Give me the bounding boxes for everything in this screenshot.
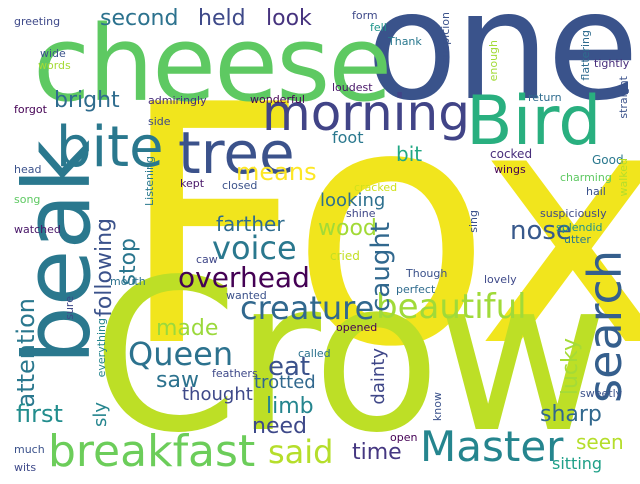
- word-crow: Crow: [92, 234, 609, 479]
- word-thought: thought: [182, 384, 253, 405]
- word-feathers: feathers: [212, 367, 258, 380]
- word-wings: wings: [494, 163, 526, 176]
- word-bright: bright: [54, 88, 120, 113]
- word-fox: Fox: [118, 35, 640, 419]
- word-shine: shine: [346, 207, 376, 220]
- word-enough: enough: [487, 40, 500, 82]
- word-need: need: [252, 414, 307, 439]
- word-form: form: [352, 9, 378, 22]
- word-bite: bite: [56, 115, 164, 180]
- word-tightly: tightly: [594, 57, 630, 70]
- word-cracked: cracked: [354, 181, 398, 194]
- word-one: one: [366, 0, 639, 134]
- word-voice: voice: [212, 229, 297, 267]
- word-suspicion: suspicion: [439, 12, 452, 64]
- word-sharp: sharp: [540, 402, 602, 427]
- word-wood: wood: [318, 216, 377, 241]
- word-listening: Listening: [143, 156, 156, 206]
- word-cried: cried: [330, 249, 360, 263]
- word-foot: foot: [332, 128, 364, 147]
- word-trotted: trotted: [254, 372, 316, 393]
- word-watched: watched: [14, 223, 61, 236]
- word-sly: sly: [90, 402, 111, 428]
- word-wits: wits: [14, 461, 37, 474]
- word-first: first: [16, 400, 63, 428]
- word-charming: charming: [560, 171, 612, 184]
- word-sitting: sitting: [552, 454, 603, 473]
- word-suspiciously: suspiciously: [540, 207, 607, 220]
- word-greeting: greeting: [14, 15, 61, 28]
- word-saw: saw: [156, 368, 199, 393]
- word-said: said: [268, 433, 334, 471]
- word-held: held: [198, 6, 246, 31]
- word-flattering: flattering: [579, 30, 592, 81]
- word-seen: seen: [576, 430, 624, 454]
- word-limb: limb: [266, 394, 314, 419]
- word-search: search: [578, 250, 632, 403]
- word-look: look: [266, 6, 312, 31]
- word-sure: sure: [63, 296, 76, 320]
- word-fell: fell: [370, 21, 387, 34]
- word-everything: everything: [95, 318, 108, 378]
- word-master: Master: [420, 422, 564, 471]
- word-lucky: lucky: [558, 338, 583, 396]
- word-perfect: perfect: [396, 283, 436, 296]
- word-bird: Bird: [466, 82, 602, 161]
- word-closed: closed: [222, 179, 258, 192]
- word-head: head: [14, 163, 42, 176]
- word-cheese: cheese: [33, 3, 392, 125]
- word-splendid: splendid: [556, 221, 603, 234]
- word-wanted: wanted: [226, 289, 267, 302]
- word-opened: opened: [336, 321, 378, 334]
- word-words: words: [38, 59, 71, 72]
- word-hail: hail: [586, 185, 606, 198]
- word-open: open: [390, 431, 418, 444]
- word-creature: creature: [240, 289, 375, 327]
- word-though: Though: [406, 267, 448, 280]
- word-lovely: lovely: [484, 273, 517, 286]
- word-following: following: [92, 218, 117, 317]
- word-bit: bit: [396, 142, 423, 166]
- word-kept: kept: [180, 177, 205, 190]
- word-wonderful: wonderful: [250, 93, 305, 106]
- word-walked: walked: [617, 158, 630, 197]
- word-admiringly: admiringly: [148, 94, 207, 107]
- word-loudest: loudest: [332, 81, 373, 94]
- word-side: side: [148, 115, 171, 128]
- word-forgot: forgot: [14, 103, 47, 116]
- word-sweetly: sweetly: [580, 387, 623, 400]
- word-much: much: [14, 443, 45, 456]
- word-second: second: [100, 6, 179, 31]
- word-dainty: dainty: [368, 348, 389, 405]
- word-tree: tree: [178, 119, 295, 187]
- word-return: return: [528, 91, 562, 104]
- word-caw: caw: [196, 253, 218, 266]
- word-overhead: overhead: [178, 261, 310, 294]
- word-nose: nose: [510, 216, 572, 246]
- word-called: called: [298, 347, 331, 360]
- word-caught: caught: [366, 222, 396, 312]
- word-straight: straight: [617, 76, 630, 119]
- word-breakfast: breakfast: [48, 426, 256, 477]
- word-good: Good: [592, 153, 624, 167]
- word-sing: sing: [467, 210, 480, 233]
- word-wide: wide: [40, 47, 66, 60]
- word-morning: morning: [262, 84, 470, 142]
- word-thank: Thank: [388, 35, 422, 48]
- word-song: song: [14, 193, 41, 206]
- word-eat: eat: [268, 352, 311, 382]
- word-queen: Queen: [128, 335, 234, 373]
- word-utter: utter: [564, 233, 591, 246]
- word-farther: farther: [216, 212, 285, 236]
- word-mouth: mouth: [110, 275, 146, 288]
- word-means: means: [236, 158, 317, 186]
- word-cocked: cocked: [490, 147, 533, 161]
- word-time: time: [352, 440, 402, 465]
- word-know: know: [431, 392, 444, 422]
- word-made: made: [156, 316, 219, 341]
- word-attention: attention: [12, 298, 40, 408]
- word-beautiful: beautiful: [376, 287, 527, 327]
- word-looking: looking: [320, 190, 386, 211]
